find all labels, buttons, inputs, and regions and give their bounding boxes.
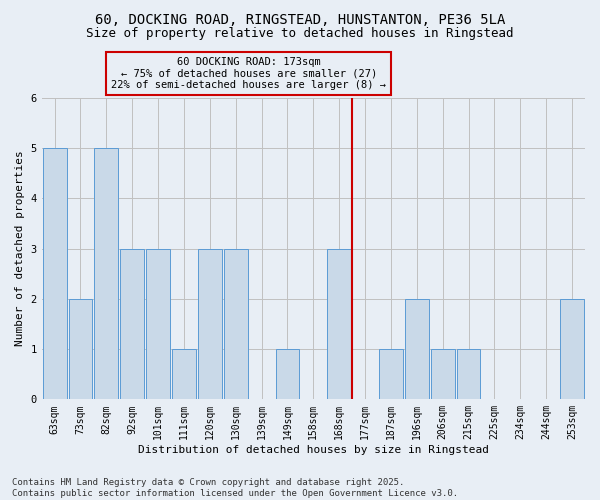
Bar bbox=[328, 248, 351, 400]
Bar bbox=[68, 299, 92, 400]
Bar bbox=[379, 349, 403, 400]
Bar bbox=[275, 349, 299, 400]
Bar bbox=[146, 248, 170, 400]
Bar bbox=[224, 248, 248, 400]
Text: 60, DOCKING ROAD, RINGSTEAD, HUNSTANTON, PE36 5LA: 60, DOCKING ROAD, RINGSTEAD, HUNSTANTON,… bbox=[95, 12, 505, 26]
Y-axis label: Number of detached properties: Number of detached properties bbox=[15, 150, 25, 346]
Bar bbox=[457, 349, 481, 400]
Bar bbox=[198, 248, 222, 400]
Bar bbox=[431, 349, 455, 400]
X-axis label: Distribution of detached houses by size in Ringstead: Distribution of detached houses by size … bbox=[138, 445, 489, 455]
Bar bbox=[43, 148, 67, 400]
Bar bbox=[560, 299, 584, 400]
Text: Contains HM Land Registry data © Crown copyright and database right 2025.
Contai: Contains HM Land Registry data © Crown c… bbox=[12, 478, 458, 498]
Bar bbox=[121, 248, 144, 400]
Text: Size of property relative to detached houses in Ringstead: Size of property relative to detached ho… bbox=[86, 28, 514, 40]
Text: 60 DOCKING ROAD: 173sqm
← 75% of detached houses are smaller (27)
22% of semi-de: 60 DOCKING ROAD: 173sqm ← 75% of detache… bbox=[111, 57, 386, 90]
Bar bbox=[405, 299, 429, 400]
Bar bbox=[94, 148, 118, 400]
Bar bbox=[172, 349, 196, 400]
